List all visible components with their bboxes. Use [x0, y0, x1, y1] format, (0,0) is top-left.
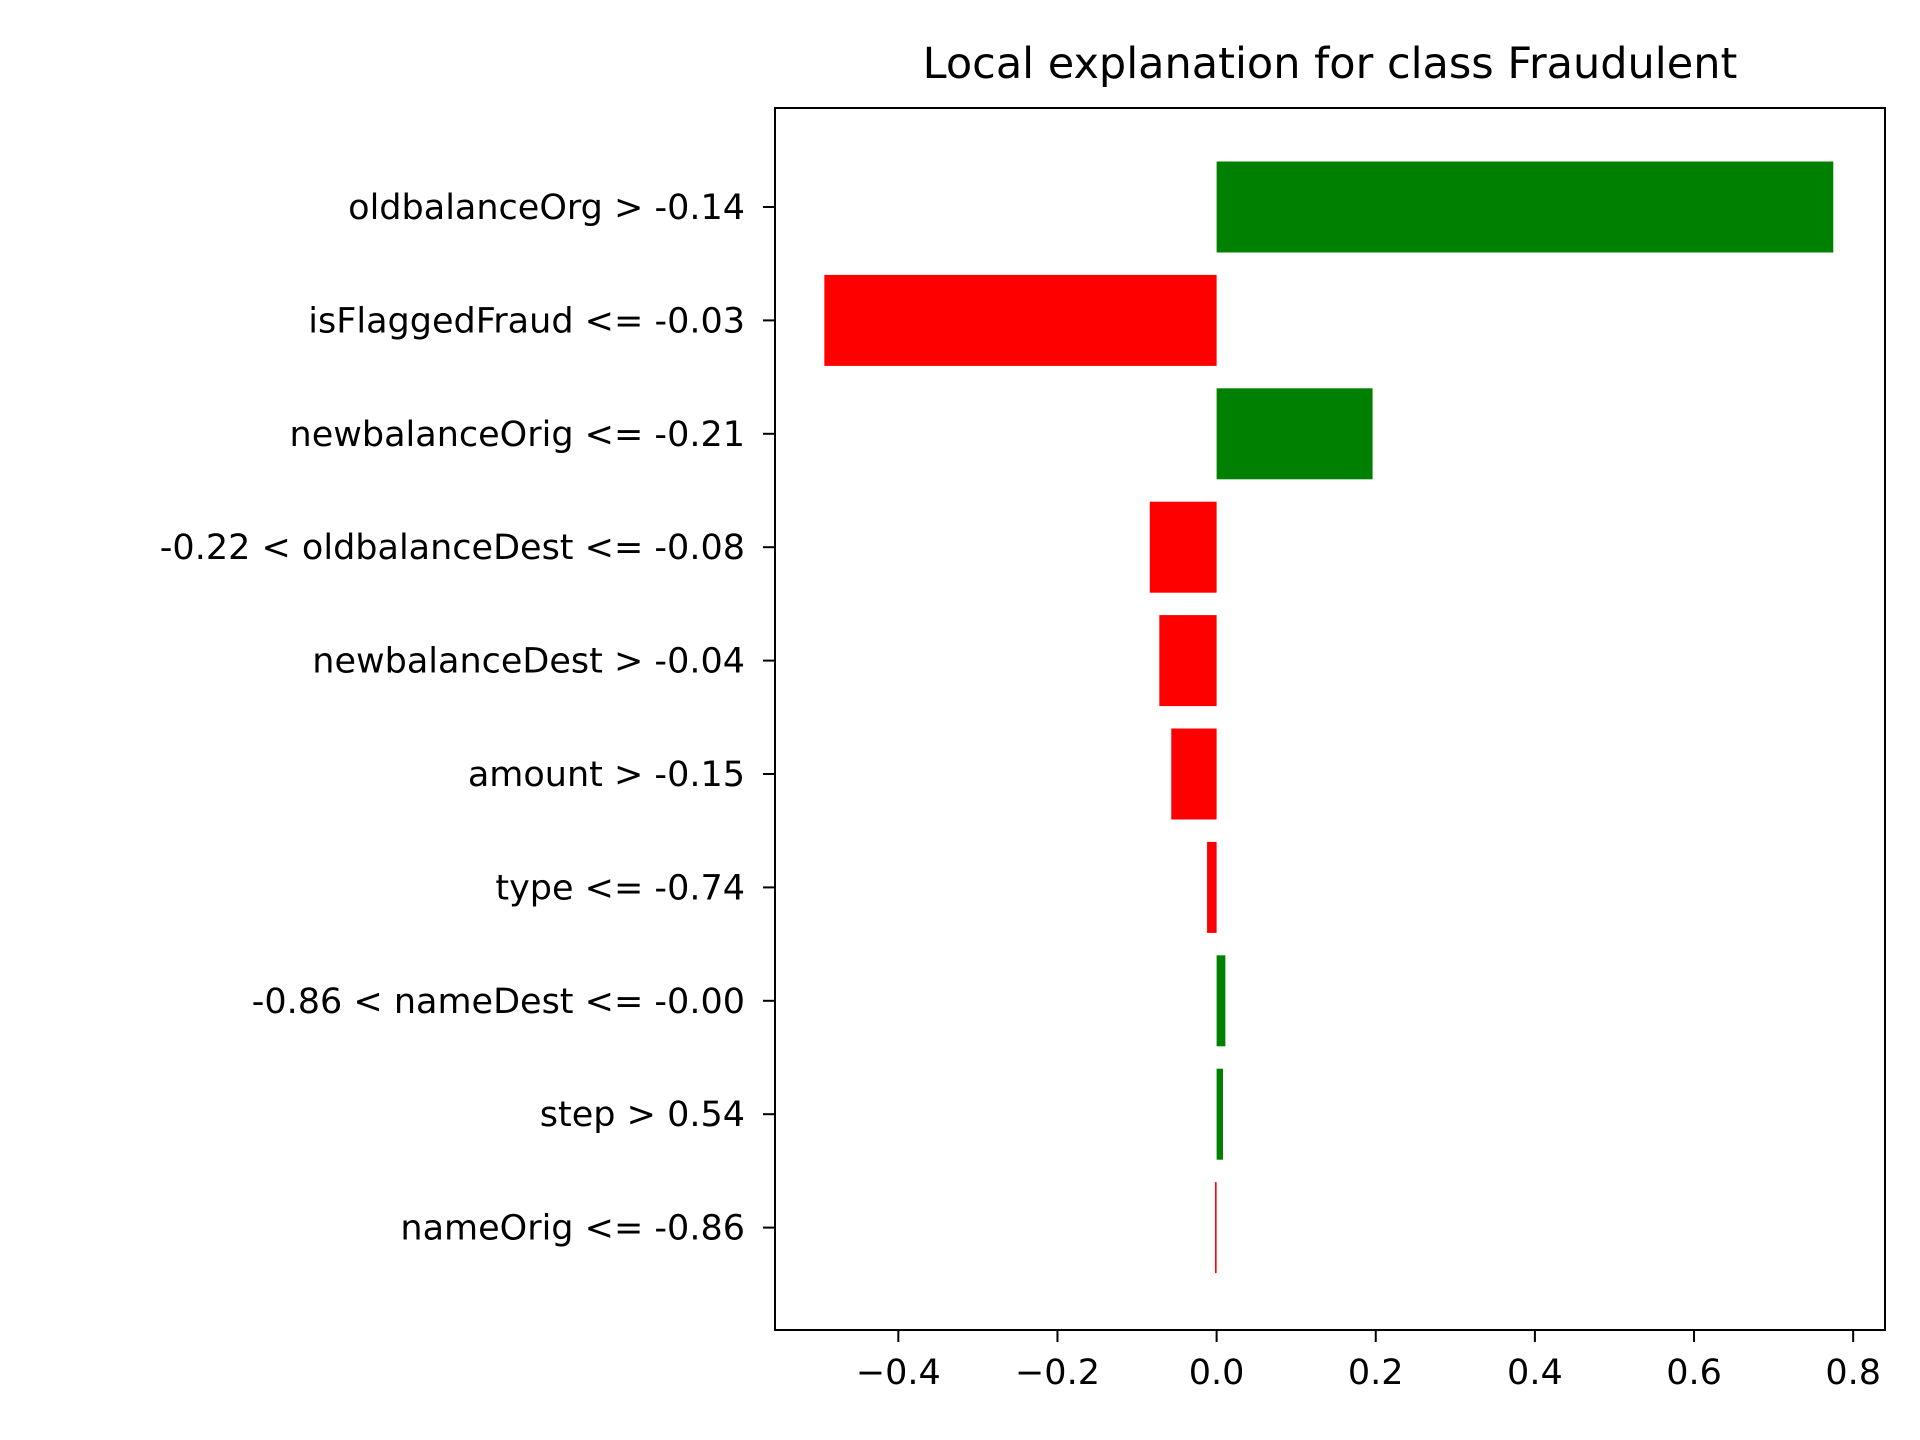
x-tick-label: 0.6 [1666, 1353, 1722, 1393]
y-tick-label: newbalanceDest > -0.04 [312, 642, 745, 682]
bar [1171, 728, 1217, 820]
x-tick-label: −0.2 [1015, 1353, 1100, 1393]
chart-title: Local explanation for class Fraudulent [923, 39, 1738, 89]
x-tick-label: 0.0 [1189, 1353, 1245, 1393]
y-tick-label: amount > -0.15 [468, 755, 745, 795]
bar [1216, 161, 1834, 253]
bar [1215, 1182, 1217, 1274]
plot-area [824, 161, 1834, 1274]
y-tick-label: nameOrig <= -0.86 [400, 1209, 745, 1249]
plot-frame [774, 107, 1886, 1331]
y-tick-label: type <= -0.74 [495, 868, 745, 908]
bar [1216, 1068, 1223, 1160]
y-tick-label: -0.86 < nameDest <= -0.00 [252, 982, 745, 1022]
bar [1216, 955, 1226, 1047]
x-tick-label: 0.2 [1348, 1353, 1404, 1393]
y-axis: oldbalanceOrg > -0.14 isFlaggedFraud <= -… [160, 188, 775, 1249]
y-tick-label: step > 0.54 [540, 1095, 745, 1135]
y-tick-label: -0.22 < oldbalanceDest <= -0.08 [160, 528, 745, 568]
x-tick-label: 0.8 [1825, 1353, 1881, 1393]
bar [1149, 501, 1217, 593]
x-tick-label: 0.4 [1507, 1353, 1563, 1393]
bar [1207, 841, 1217, 933]
bar [1159, 615, 1217, 707]
y-tick-label: isFlaggedFraud <= -0.03 [308, 301, 745, 341]
y-tick-label: newbalanceOrig <= -0.21 [290, 415, 745, 455]
x-axis: −0.4 −0.2 0.0 0.2 0.4 0.6 0.8 [856, 1330, 1881, 1393]
bar [824, 274, 1217, 366]
bar [1216, 388, 1373, 480]
x-tick-label: −0.4 [856, 1353, 941, 1393]
y-tick-label: oldbalanceOrg > -0.14 [348, 188, 745, 228]
